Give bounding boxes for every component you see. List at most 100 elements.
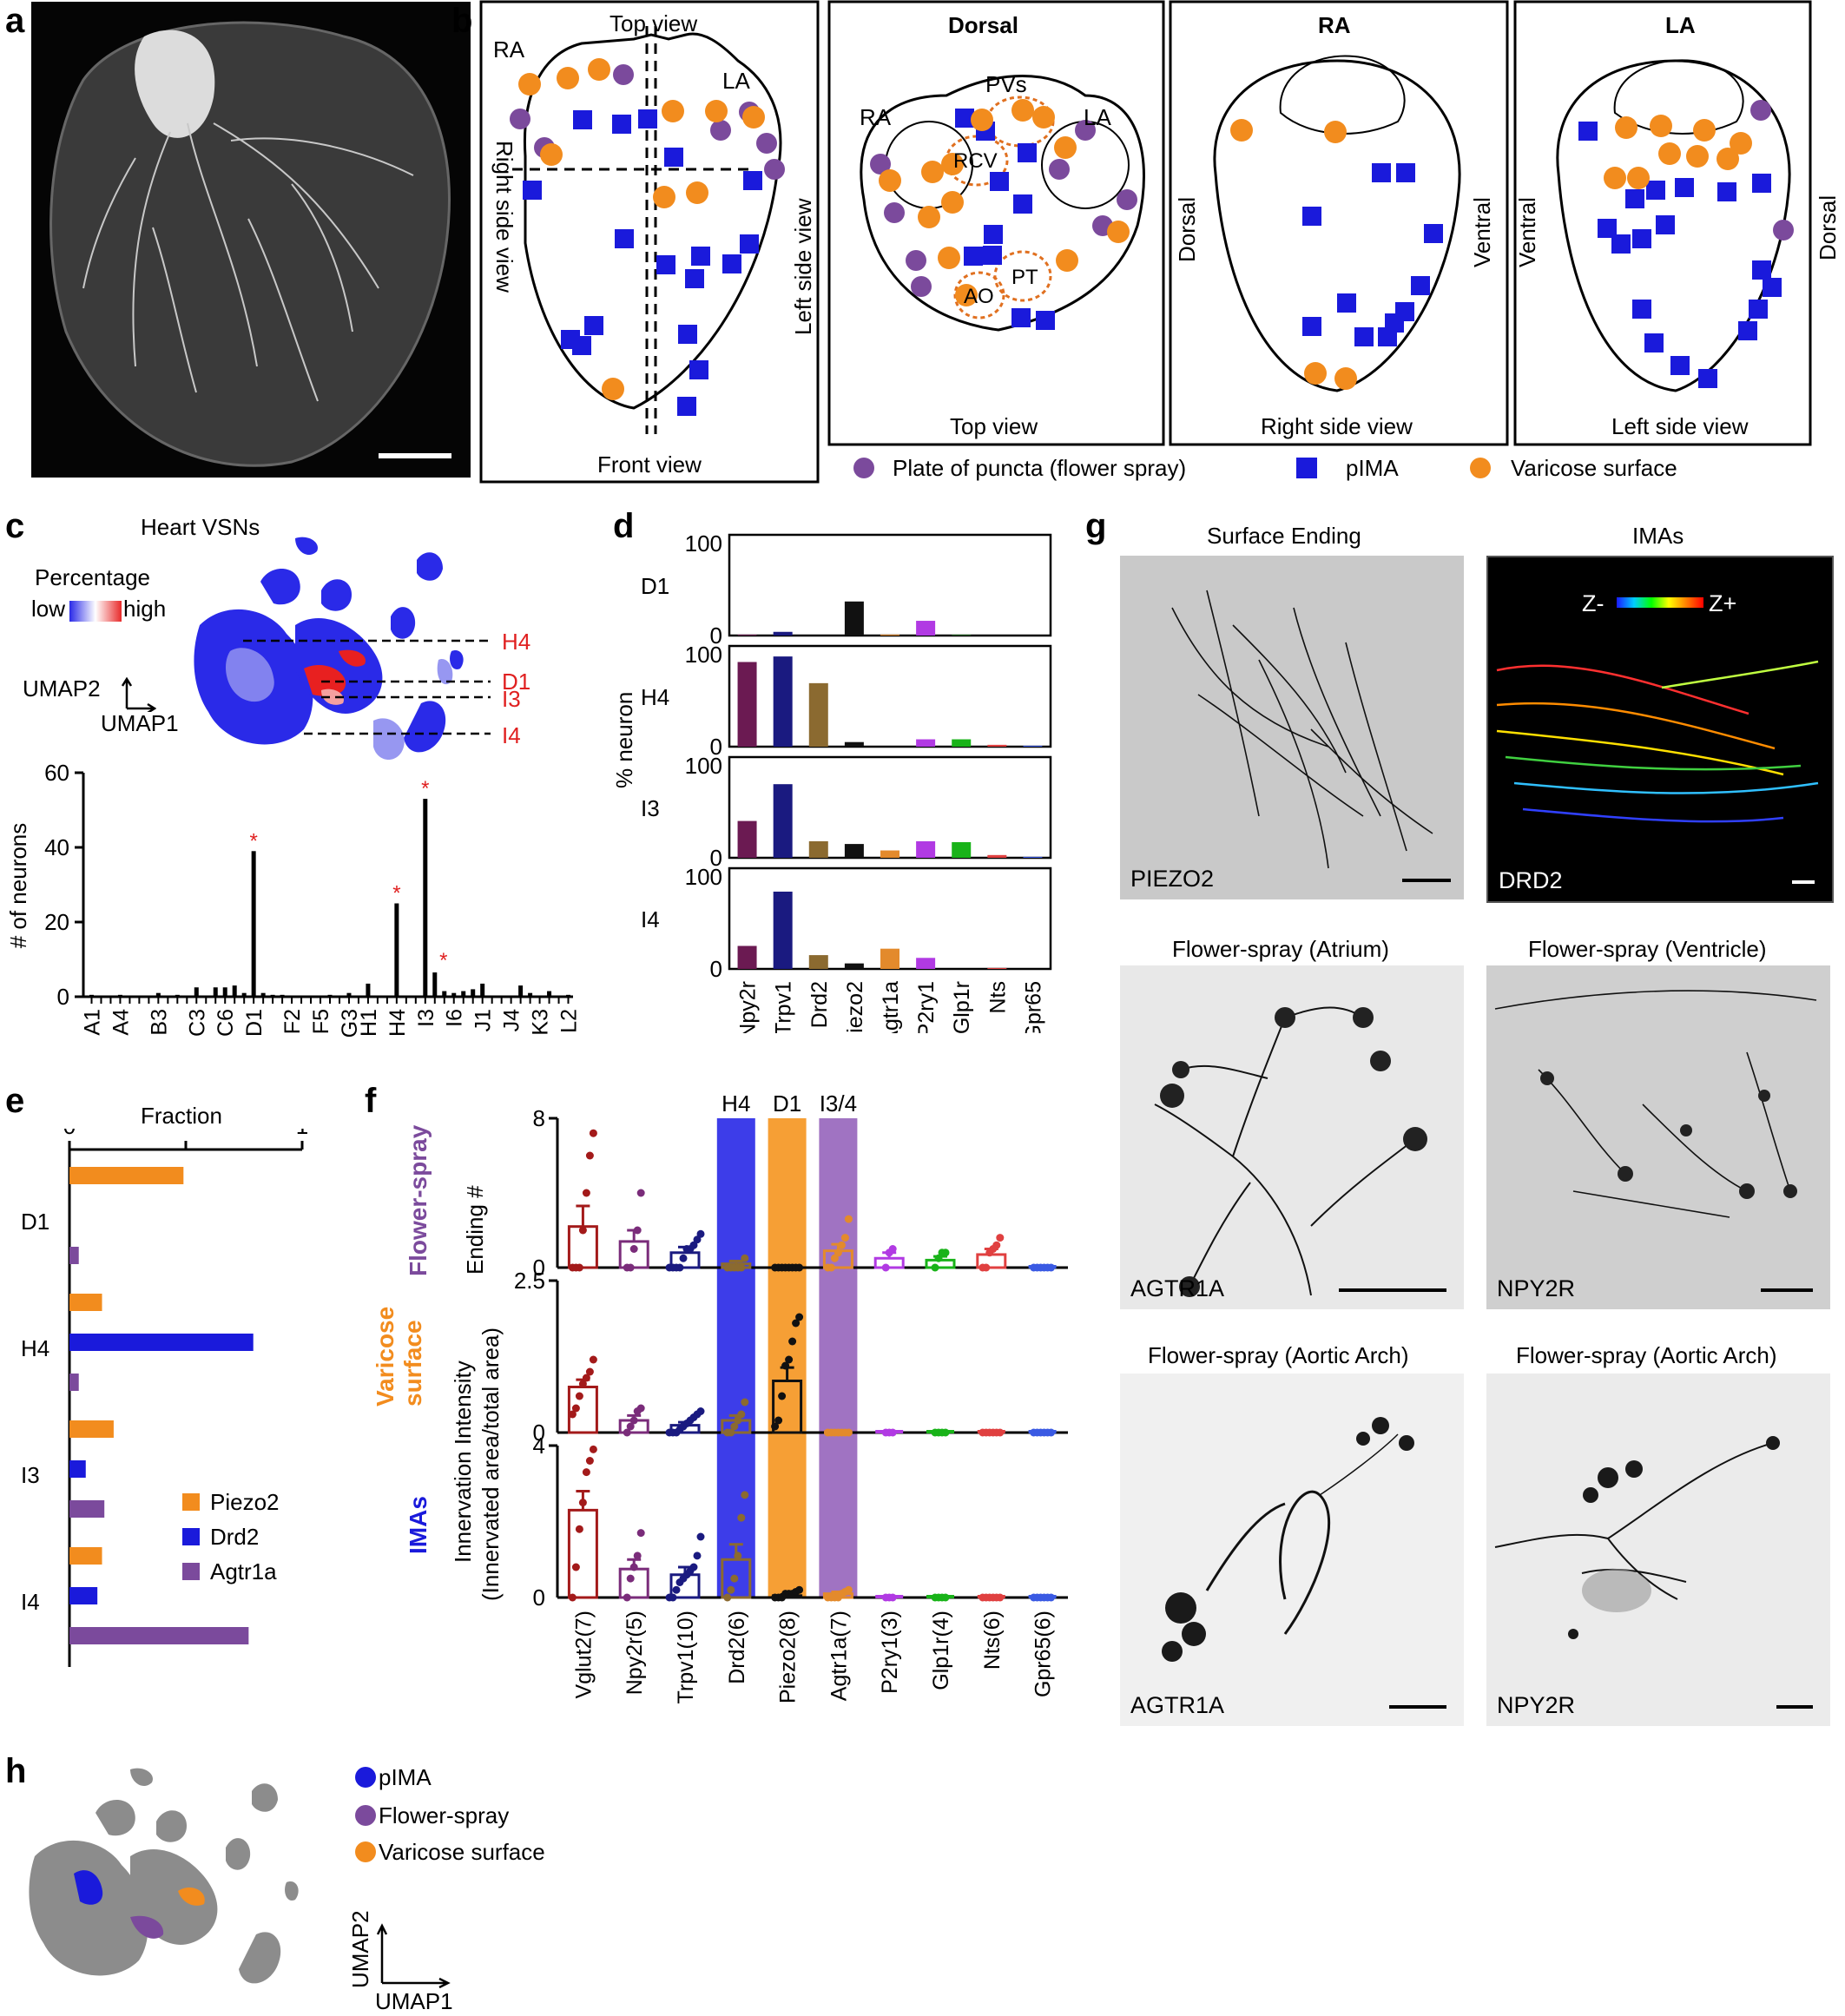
f-point <box>589 1129 597 1137</box>
c-y-tick-label: 60 <box>44 760 69 786</box>
umap-axes-arrows <box>122 677 156 712</box>
d-bar-D1-Glp1r <box>952 635 972 636</box>
f-x-tick-label: Gpr65(6) <box>1031 1611 1056 1697</box>
f-point <box>834 1248 842 1257</box>
d-bar-I3-Agtr1a <box>880 850 899 858</box>
f-point <box>774 1416 783 1425</box>
f-x-tick-label: Drd2(6) <box>725 1611 749 1684</box>
c-bar-C1 <box>175 994 180 997</box>
f-point <box>675 1263 684 1272</box>
f-point <box>582 1374 590 1382</box>
c-x-tick-label: G3 <box>338 1009 362 1038</box>
h-umap2-label: UMAP2 <box>347 1910 373 1988</box>
la-bottom-label: Left side view <box>1611 413 1749 439</box>
f-point <box>1047 1428 1056 1437</box>
c-y-tick-label: 20 <box>44 909 69 935</box>
f-point <box>589 1355 597 1364</box>
scale-bar <box>1389 1705 1446 1709</box>
d-bar-I4-Agtr1a <box>880 948 899 969</box>
f-highlight-label: H4 <box>722 1090 750 1117</box>
e-category-label: I3 <box>21 1462 40 1488</box>
micrograph-agtr1a-aortic: AGTR1A <box>1120 1374 1464 1726</box>
e-bar-H4-Drd2 <box>69 1334 254 1351</box>
umap2-label: UMAP2 <box>23 675 101 702</box>
c-bar-F4 <box>308 995 313 997</box>
dorsal-bottom-label: Top view <box>950 413 1038 439</box>
f-point <box>827 1263 835 1272</box>
c-x-tick-label: J1 <box>471 1009 496 1031</box>
f-point <box>941 1248 950 1257</box>
c-bar-K2 <box>528 992 533 997</box>
d-x-tick-label: Trpv1 <box>772 981 796 1033</box>
h-umap1-label: UMAP1 <box>375 1988 453 2014</box>
f-point <box>585 1457 594 1465</box>
c-bar-J1 <box>480 983 485 997</box>
d-bar-H4-Nts <box>987 744 1007 747</box>
f-point <box>723 1593 732 1602</box>
legend-flower-spray-label: Plate of puncta (flower spray) <box>893 455 1187 481</box>
g-title-fs-aortic-1: Flower-spray (Aortic Arch) <box>1148 1342 1409 1368</box>
f-point <box>672 1585 681 1594</box>
e-legend-swatch-Piezo2 <box>182 1493 200 1511</box>
f-bar-Flower-spray-Trpv1(10) <box>669 1251 701 1269</box>
f-point <box>626 1574 635 1583</box>
depth-colorbar <box>1617 597 1703 608</box>
f-point <box>571 1563 580 1571</box>
micrograph-npy2r-ventricle: NPY2R <box>1486 965 1830 1309</box>
scale-bar <box>1761 1288 1813 1292</box>
c-significance-star: * <box>439 949 447 972</box>
d-bar-I4-Drd2 <box>808 955 828 969</box>
c-bar-L2 <box>566 994 571 997</box>
c-x-tick-label: H4 <box>385 1009 410 1037</box>
f-ylabel-innervation-sub: (Innervated area/total area) <box>478 1327 504 1601</box>
f-point <box>992 1241 1001 1249</box>
c-x-tick-label: C6 <box>214 1009 238 1037</box>
ending-type-umap <box>29 1768 299 1984</box>
c-bar-C7 <box>232 985 237 997</box>
c-bar-B2 <box>146 995 151 997</box>
micrograph-agtr1a-atrium: AGTR1A <box>1120 965 1464 1309</box>
f-point <box>741 1491 749 1499</box>
c-bar-H4 <box>394 903 399 997</box>
f-x-tick-label: Vglut2(7) <box>571 1611 596 1698</box>
d-bar-D1-Trpv1 <box>773 631 793 636</box>
front-left-side-label: Left side view <box>790 198 816 335</box>
d-x-tick-label: Drd2 <box>807 981 832 1028</box>
d-x-tick-label: Nts <box>985 981 1010 1014</box>
f-ylabel-innervation: Innervation Intensity <box>450 1360 476 1563</box>
front-right-side-label: Right side view <box>491 141 517 293</box>
h-umap-axes-arrows <box>377 1923 451 1988</box>
front-ra-label: RA <box>493 36 525 63</box>
d-x-tick-label: Agtr1a <box>879 981 903 1033</box>
d-bar-I4-Piezo2 <box>844 963 864 969</box>
d-series-label: I3 <box>641 795 660 821</box>
f-bar-IMAs-Vglut2(7) <box>567 1508 598 1599</box>
f-x-tick-label: Agtr1a(7) <box>827 1611 851 1701</box>
c-bar-D1 <box>251 851 256 997</box>
dorsal-la-label: LA <box>1084 104 1111 130</box>
f-point <box>633 1552 642 1560</box>
umap-title: Heart VSNs <box>141 514 260 540</box>
d-x-tick-label: Glp1r <box>950 981 974 1033</box>
f-x-tick-label: Trpv1(10) <box>674 1611 698 1703</box>
f-point <box>996 1234 1005 1242</box>
d-bar-H4-Piezo2 <box>844 741 864 747</box>
f-y-tick-label: 4 <box>533 1433 545 1459</box>
d-bar-I3-Nts <box>987 854 1007 858</box>
f-x-tick-label: Npy2r(5) <box>623 1611 647 1695</box>
f-point <box>578 1226 587 1235</box>
d-y-tick-label: 0 <box>710 845 722 871</box>
umap-label-i3: I3 <box>502 686 521 712</box>
legend-pima-marker <box>1296 458 1317 478</box>
c-x-tick-label: F2 <box>280 1009 305 1034</box>
f-point <box>840 1234 849 1242</box>
g-title-fs-aortic-2: Flower-spray (Aortic Arch) <box>1516 1342 1777 1368</box>
d-x-tick-label: Npy2r <box>736 981 761 1033</box>
f-point <box>696 1229 705 1238</box>
c-bar-I3 <box>423 799 428 997</box>
f-point <box>589 1445 597 1453</box>
f-point <box>1047 1593 1056 1602</box>
c-x-tick-label: H1 <box>357 1009 381 1037</box>
g-title-fs-atrium: Flower-spray (Atrium) <box>1172 936 1389 962</box>
e-category-label: H4 <box>21 1335 49 1361</box>
